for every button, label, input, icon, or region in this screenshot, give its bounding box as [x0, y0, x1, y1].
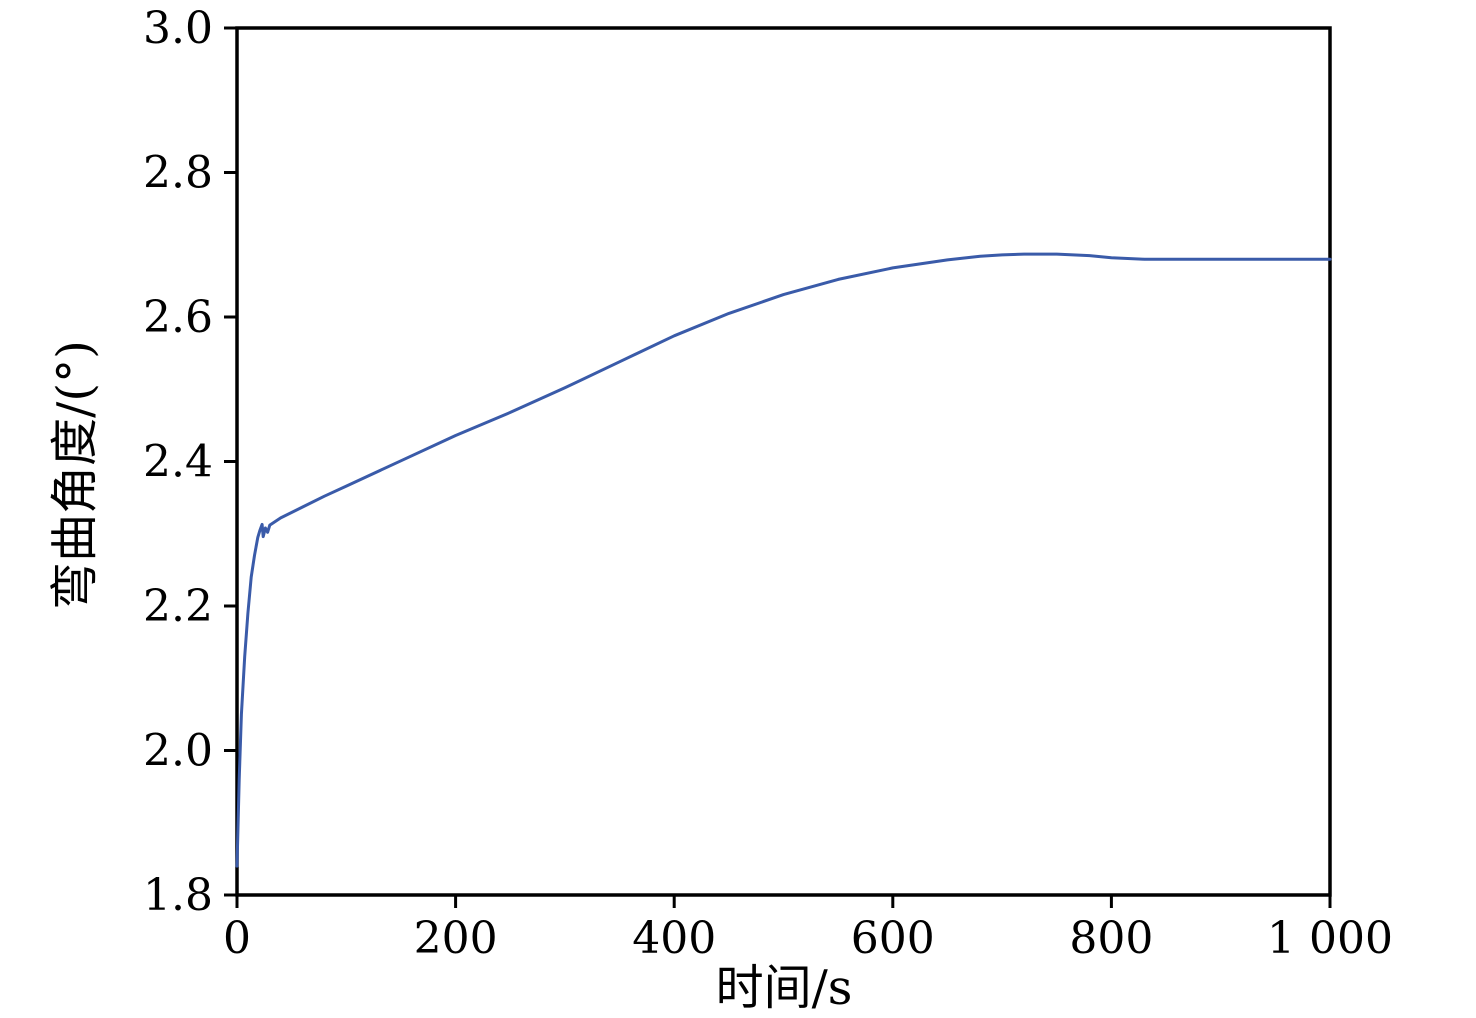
data-line: [235, 252, 1332, 868]
y-tick-label: 2.8: [143, 148, 213, 199]
y-tick-label: 3.0: [143, 3, 213, 54]
y-tick-label: 2.4: [143, 437, 213, 488]
x-tick-label: 800: [1069, 913, 1153, 964]
x-tick-label: 200: [414, 913, 498, 964]
x-axis-title: 时间/s: [715, 960, 853, 1016]
x-tick-label: 1 000: [1267, 913, 1393, 964]
y-tick-label: 2.6: [143, 292, 213, 343]
x-tick-label: 600: [851, 913, 935, 964]
y-axis-title: 弯曲角度/(°): [47, 340, 103, 610]
y-tick-label: 1.8: [143, 870, 213, 921]
y-tick-label: 2.2: [143, 581, 213, 632]
x-tick-label: 0: [223, 913, 251, 964]
x-tick-label: 400: [632, 913, 716, 964]
y-tick-label: 2.0: [143, 726, 213, 777]
